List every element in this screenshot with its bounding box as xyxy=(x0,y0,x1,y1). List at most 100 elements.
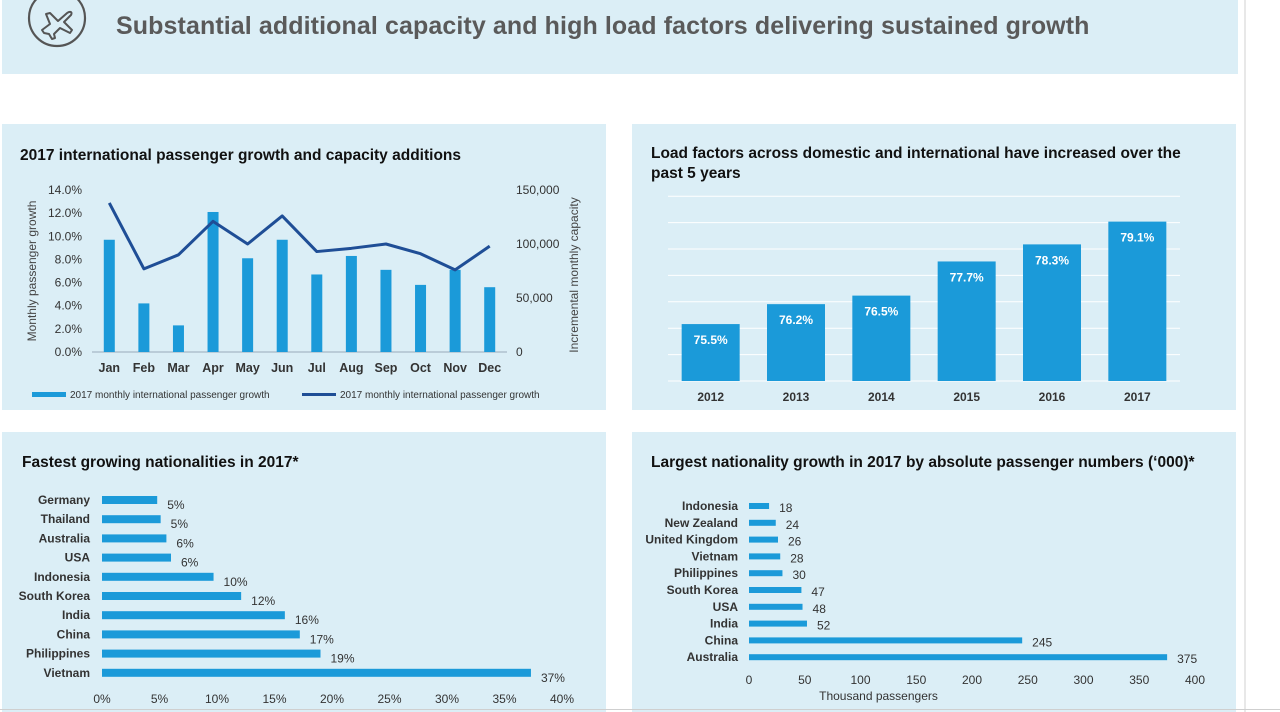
bar-load-factor xyxy=(937,261,996,381)
bar-absolute-growth xyxy=(749,603,803,610)
bar-passenger-growth xyxy=(242,258,254,352)
x-tick-label: 15% xyxy=(262,692,286,706)
line-capacity xyxy=(107,202,491,272)
x-tick-label: 10% xyxy=(205,692,229,706)
bar-absolute-growth xyxy=(749,570,783,577)
category-label: Vietnam xyxy=(692,549,738,563)
bar-passenger-growth xyxy=(345,255,357,352)
bar-passenger-growth xyxy=(276,239,288,352)
y-tick-label: 6.0% xyxy=(55,276,83,290)
x-tick-label: 0% xyxy=(93,692,111,706)
chart-passenger-growth: 0.0% 2.0% 4.0% 6.0% 8.0% 10.0% 12.0% 14.0% 0 50,0… xyxy=(25,183,581,401)
data-label: 5% xyxy=(171,517,189,531)
x-tick-label: 300 xyxy=(1073,673,1093,687)
y-axis-label: Monthly passenger growth xyxy=(25,201,39,342)
panel-load-factors: Load factors across domestic and interna… xyxy=(632,124,1236,410)
legend-swatch-bar xyxy=(32,392,66,397)
data-label: 18 xyxy=(779,501,793,515)
bar-nationality-growth xyxy=(102,649,321,658)
chart-title-fastest-growing: Fastest growing nationalities in 2017* xyxy=(22,454,299,471)
data-label: 78.3% xyxy=(1035,253,1069,267)
data-label: 6% xyxy=(176,536,194,550)
x-tick-label: Nov xyxy=(443,361,467,375)
panel-largest-growth: Largest nationality growth in 2017 by ab… xyxy=(632,432,1236,712)
data-label: 10% xyxy=(224,575,248,589)
data-label: 12% xyxy=(251,594,275,608)
x-tick-label: Jun xyxy=(271,361,293,375)
x-tick-label: Apr xyxy=(202,361,224,375)
category-label: Philippines xyxy=(26,647,90,661)
data-label: 37% xyxy=(541,671,565,685)
x-tick-label: 40% xyxy=(550,692,574,706)
category-label: Thailand xyxy=(41,512,90,526)
bar-load-factor xyxy=(1023,244,1081,381)
bar-nationality-growth xyxy=(102,630,300,639)
x-tick-label: 2012 xyxy=(697,390,724,404)
category-label: United Kingdom xyxy=(645,533,738,547)
bar-nationality-growth xyxy=(102,515,161,524)
x-tick-label: 400 xyxy=(1185,673,1205,687)
data-label: 16% xyxy=(295,613,319,627)
x-tick-label: 25% xyxy=(377,692,401,706)
data-label: 17% xyxy=(310,632,334,646)
bar-nationality-growth xyxy=(102,572,214,581)
x-tick-label: 100 xyxy=(850,673,870,687)
x-tick-label: 35% xyxy=(492,692,516,706)
category-label: USA xyxy=(713,600,739,614)
data-label: 28 xyxy=(790,551,804,565)
legend-label-line: 2017 monthly international passenger gro… xyxy=(340,390,540,401)
x-tick-label: Feb xyxy=(133,361,156,375)
x-tick-label: 250 xyxy=(1018,673,1038,687)
bottom-divider xyxy=(0,709,1280,710)
data-label: 19% xyxy=(331,652,355,666)
data-label: 75.5% xyxy=(694,333,728,347)
data-label: 245 xyxy=(1032,635,1052,649)
data-label: 6% xyxy=(181,556,199,570)
x-tick-label: 30% xyxy=(435,692,459,706)
bar-absolute-growth xyxy=(749,553,781,560)
panel-passenger-growth: 2017 international passenger growth and … xyxy=(2,124,606,410)
category-label: China xyxy=(57,627,91,641)
bar-nationality-growth xyxy=(102,611,285,620)
x-tick-label: Jul xyxy=(308,361,326,375)
x-tick-label: Oct xyxy=(410,361,432,375)
data-label: 79.1% xyxy=(1120,231,1154,245)
bar-load-factor xyxy=(681,324,740,381)
x-tick-label: 5% xyxy=(151,692,169,706)
bar-absolute-growth xyxy=(749,620,807,627)
x-tick-label: 0 xyxy=(746,673,753,687)
data-label: 52 xyxy=(817,619,831,633)
data-label: 76.2% xyxy=(779,313,813,327)
bar-nationality-growth xyxy=(102,668,531,677)
category-label: Indonesia xyxy=(34,570,90,584)
x-tick-label: 50 xyxy=(798,673,812,687)
y-tick-label: 4.0% xyxy=(55,299,83,313)
bar-passenger-growth xyxy=(311,274,323,352)
data-label: 76.5% xyxy=(864,305,898,319)
y-tick-label: 14.0% xyxy=(48,183,82,197)
category-label: USA xyxy=(65,551,91,565)
category-label: India xyxy=(710,617,738,631)
bar-load-factor xyxy=(767,304,825,381)
x-tick-label: 2015 xyxy=(953,390,980,404)
y2-axis-label: Incremental monthly capacity xyxy=(567,197,581,352)
category-label: Germany xyxy=(38,493,90,507)
x-tick-label: May xyxy=(235,361,259,375)
y-tick-label: 2.0% xyxy=(55,322,83,336)
category-label: China xyxy=(705,633,739,647)
bar-nationality-growth xyxy=(102,496,158,504)
category-label: South Korea xyxy=(667,583,739,597)
chart-fastest-growing: Germany 5% Thailand 5% Australia 6% USA 6% Indon… xyxy=(19,493,575,706)
chart-title-load-factors: Load factors across domestic and interna… xyxy=(651,145,1181,182)
bar-nationality-growth xyxy=(102,553,171,562)
x-tick-label: 2016 xyxy=(1039,390,1066,404)
category-label: Philippines xyxy=(674,566,738,580)
y2-tick-label: 100,000 xyxy=(516,237,560,251)
category-label: Indonesia xyxy=(682,499,738,513)
bar-load-factor xyxy=(852,295,911,381)
page-title: Substantial additional capacity and high… xyxy=(116,12,1090,40)
x-tick-label: Mar xyxy=(167,361,189,375)
header-banner: Substantial additional capacity and high… xyxy=(2,0,1238,74)
x-tick-label: 2013 xyxy=(783,390,810,404)
bar-absolute-growth xyxy=(749,536,778,543)
